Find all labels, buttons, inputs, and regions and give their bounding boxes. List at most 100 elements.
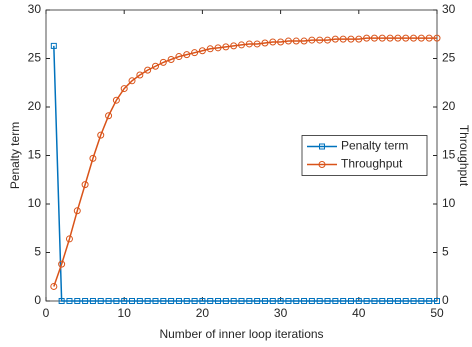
marker	[331, 35, 339, 43]
marker	[152, 298, 159, 304]
y2-tick-label: 20	[442, 99, 456, 113]
marker	[207, 298, 214, 304]
marker	[379, 298, 386, 304]
marker	[144, 66, 152, 74]
y-tick-label: 25	[28, 51, 42, 65]
marker	[394, 298, 401, 304]
x-tick-label: 30	[274, 306, 288, 320]
marker	[206, 45, 214, 53]
marker	[222, 298, 229, 304]
marker	[277, 38, 285, 46]
marker	[120, 85, 128, 93]
marker	[426, 298, 433, 304]
marker	[355, 298, 362, 304]
marker	[121, 298, 128, 304]
marker	[308, 36, 316, 44]
x-tick-label: 40	[352, 306, 366, 320]
marker	[58, 260, 66, 268]
marker	[73, 207, 81, 215]
y2-tick-label: 0	[442, 293, 449, 307]
marker	[284, 37, 292, 45]
y-tick-label: 30	[28, 2, 42, 16]
marker	[230, 42, 238, 50]
marker	[81, 181, 89, 189]
x-tick-label: 10	[118, 306, 132, 320]
marker	[183, 51, 191, 59]
y2-tick-label: 15	[442, 148, 456, 162]
marker	[316, 36, 324, 44]
marker	[410, 298, 417, 304]
marker	[386, 34, 394, 42]
marker	[347, 298, 354, 304]
marker	[269, 38, 277, 46]
legend-label: Throughput	[341, 157, 403, 171]
marker	[402, 298, 409, 304]
marker	[340, 298, 347, 304]
marker	[214, 44, 222, 52]
marker	[417, 34, 425, 42]
y-tick-label: 0	[34, 293, 41, 307]
x-tick-label: 50	[430, 306, 444, 320]
marker	[355, 35, 363, 43]
marker	[246, 298, 253, 304]
marker	[301, 298, 308, 304]
marker	[112, 96, 120, 104]
legend-label: Penalty term	[341, 139, 408, 153]
marker	[105, 298, 112, 304]
y2-tick-label: 10	[442, 196, 456, 210]
series-line	[53, 45, 437, 302]
marker	[308, 298, 315, 304]
y-tick-label: 15	[28, 148, 42, 162]
marker	[167, 55, 175, 63]
marker	[433, 34, 441, 42]
marker	[425, 34, 433, 42]
marker	[238, 41, 245, 49]
marker	[253, 40, 261, 48]
y2-tick-label: 5	[442, 245, 449, 259]
marker	[418, 298, 425, 304]
marker	[50, 282, 58, 290]
marker	[370, 34, 378, 42]
marker	[245, 40, 253, 48]
marker	[50, 42, 57, 49]
marker	[332, 298, 339, 304]
marker	[89, 298, 96, 304]
marker	[277, 298, 284, 304]
marker	[65, 235, 73, 243]
marker	[316, 298, 323, 304]
marker	[363, 298, 370, 304]
marker	[136, 71, 144, 79]
marker	[74, 298, 81, 304]
marker	[89, 154, 97, 162]
marker	[292, 37, 300, 45]
marker	[160, 298, 167, 304]
marker	[82, 298, 89, 304]
marker	[285, 298, 292, 304]
marker	[363, 34, 371, 42]
series-line	[53, 37, 437, 287]
y2-axis-label: Throughput	[457, 125, 471, 187]
marker	[222, 43, 230, 51]
marker	[230, 298, 237, 304]
marker	[261, 298, 268, 304]
marker	[129, 298, 136, 304]
marker	[387, 298, 394, 304]
marker	[215, 298, 222, 304]
marker	[434, 298, 440, 304]
x-tick-label: 20	[196, 306, 210, 320]
marker	[151, 62, 159, 70]
marker	[58, 298, 65, 304]
marker	[198, 47, 206, 55]
marker	[105, 112, 113, 120]
marker	[136, 298, 143, 304]
marker	[238, 298, 245, 304]
legend-box	[301, 135, 428, 176]
marker	[324, 36, 332, 44]
marker	[402, 34, 410, 42]
marker	[378, 34, 386, 42]
marker	[175, 53, 183, 61]
marker	[261, 39, 269, 47]
legend: Penalty term Throughput	[301, 135, 428, 176]
marker	[113, 298, 120, 304]
y2-tick-label: 30	[442, 2, 456, 16]
